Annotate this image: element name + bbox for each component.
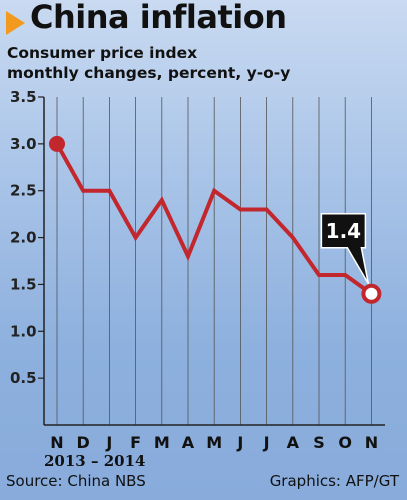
title-arrow-icon <box>6 11 25 35</box>
x-tick-label: S <box>313 433 325 452</box>
chart-title: China inflation <box>30 0 287 36</box>
x-tick-label: J <box>105 433 112 452</box>
y-tick-label: 2.5 <box>10 182 37 200</box>
data-points <box>49 135 382 304</box>
x-tick-label: J <box>236 433 243 452</box>
x-tick-label: M <box>154 433 170 452</box>
callout-value-label: 1.4 <box>326 219 361 243</box>
y-tick-label: 2.0 <box>10 229 37 247</box>
y-tick-labels: 0.5 1.0 1.5 2.0 2.5 3.0 3.5 <box>10 88 44 387</box>
period-label: 2013 – 2014 <box>44 452 146 470</box>
x-tick-label: N <box>365 433 378 452</box>
y-tick-label: 1.0 <box>10 322 37 340</box>
x-tick-label: M <box>206 433 222 452</box>
start-point <box>49 135 65 152</box>
y-tick-label: 0.5 <box>10 369 37 387</box>
x-tick-label: N <box>50 433 63 452</box>
y-tick-label: 3.5 <box>10 88 37 106</box>
callout-box <box>320 213 370 285</box>
vertical-gridlines <box>56 97 372 425</box>
x-tick-label: D <box>77 433 90 452</box>
end-point <box>361 283 382 304</box>
x-tick-label: J <box>263 433 270 452</box>
latest-value-callout: 1.4 <box>320 213 370 285</box>
x-tick-label: F <box>130 433 141 452</box>
x-tick-label: O <box>338 433 352 452</box>
cpi-series-line <box>55 142 373 296</box>
x-tick-label: A <box>287 433 300 452</box>
source-label: Source: China NBS <box>6 472 146 490</box>
chart-subtitle-line1: Consumer price index <box>7 44 198 62</box>
y-tick-label: 1.5 <box>10 275 37 293</box>
axes <box>43 97 385 426</box>
credit-label: Graphics: AFP/GT <box>269 472 399 490</box>
chart-subtitle-line2: monthly changes, percent, y-o-y <box>7 64 291 82</box>
y-tick-label: 3.0 <box>10 135 37 153</box>
x-tick-label: A <box>182 433 195 452</box>
